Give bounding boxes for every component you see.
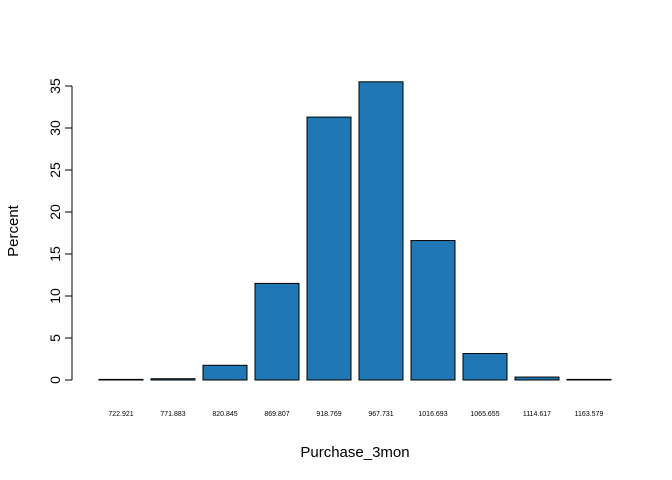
bars xyxy=(98,81,612,381)
x-category-label: 820.845 xyxy=(212,411,237,418)
y-tick-label: 25 xyxy=(47,162,63,178)
x-category-label: 722.921 xyxy=(108,411,133,418)
x-category-label: 1114.617 xyxy=(523,411,551,418)
x-category-labels: 722.921 771.883 820.845 869.807 918.769 967.7… xyxy=(108,411,603,418)
x-category-label: 918.769 xyxy=(316,411,341,418)
bar xyxy=(306,116,352,381)
bar xyxy=(410,240,456,381)
x-category-label: 967.731 xyxy=(368,411,393,418)
y-tick-label: 35 xyxy=(47,78,63,94)
x-category-label: 1016.693 xyxy=(418,411,447,418)
y-tick-label: 0 xyxy=(47,376,63,384)
bar xyxy=(150,378,196,381)
bar xyxy=(462,353,508,381)
x-category-label: 869.807 xyxy=(264,411,289,418)
bar xyxy=(358,81,404,381)
y-tick-label: 30 xyxy=(47,120,63,136)
y-axis: 0 5 10 15 20 25 30 35 xyxy=(47,78,73,384)
bar xyxy=(202,364,248,381)
y-axis-title: Percent xyxy=(5,204,22,257)
x-category-label: 771.883 xyxy=(160,411,185,418)
y-tick-label: 20 xyxy=(47,204,63,220)
y-tick-label: 5 xyxy=(47,334,63,342)
y-tick-label: 15 xyxy=(47,246,63,262)
bar xyxy=(514,376,560,381)
y-tick-label: 10 xyxy=(47,288,63,304)
bar xyxy=(98,378,144,381)
x-category-label: 1163.579 xyxy=(575,411,604,418)
x-category-label: 1065.655 xyxy=(470,411,499,418)
bar xyxy=(254,282,300,381)
x-axis-title: Purchase_3mon xyxy=(300,444,409,461)
bar xyxy=(566,378,612,381)
